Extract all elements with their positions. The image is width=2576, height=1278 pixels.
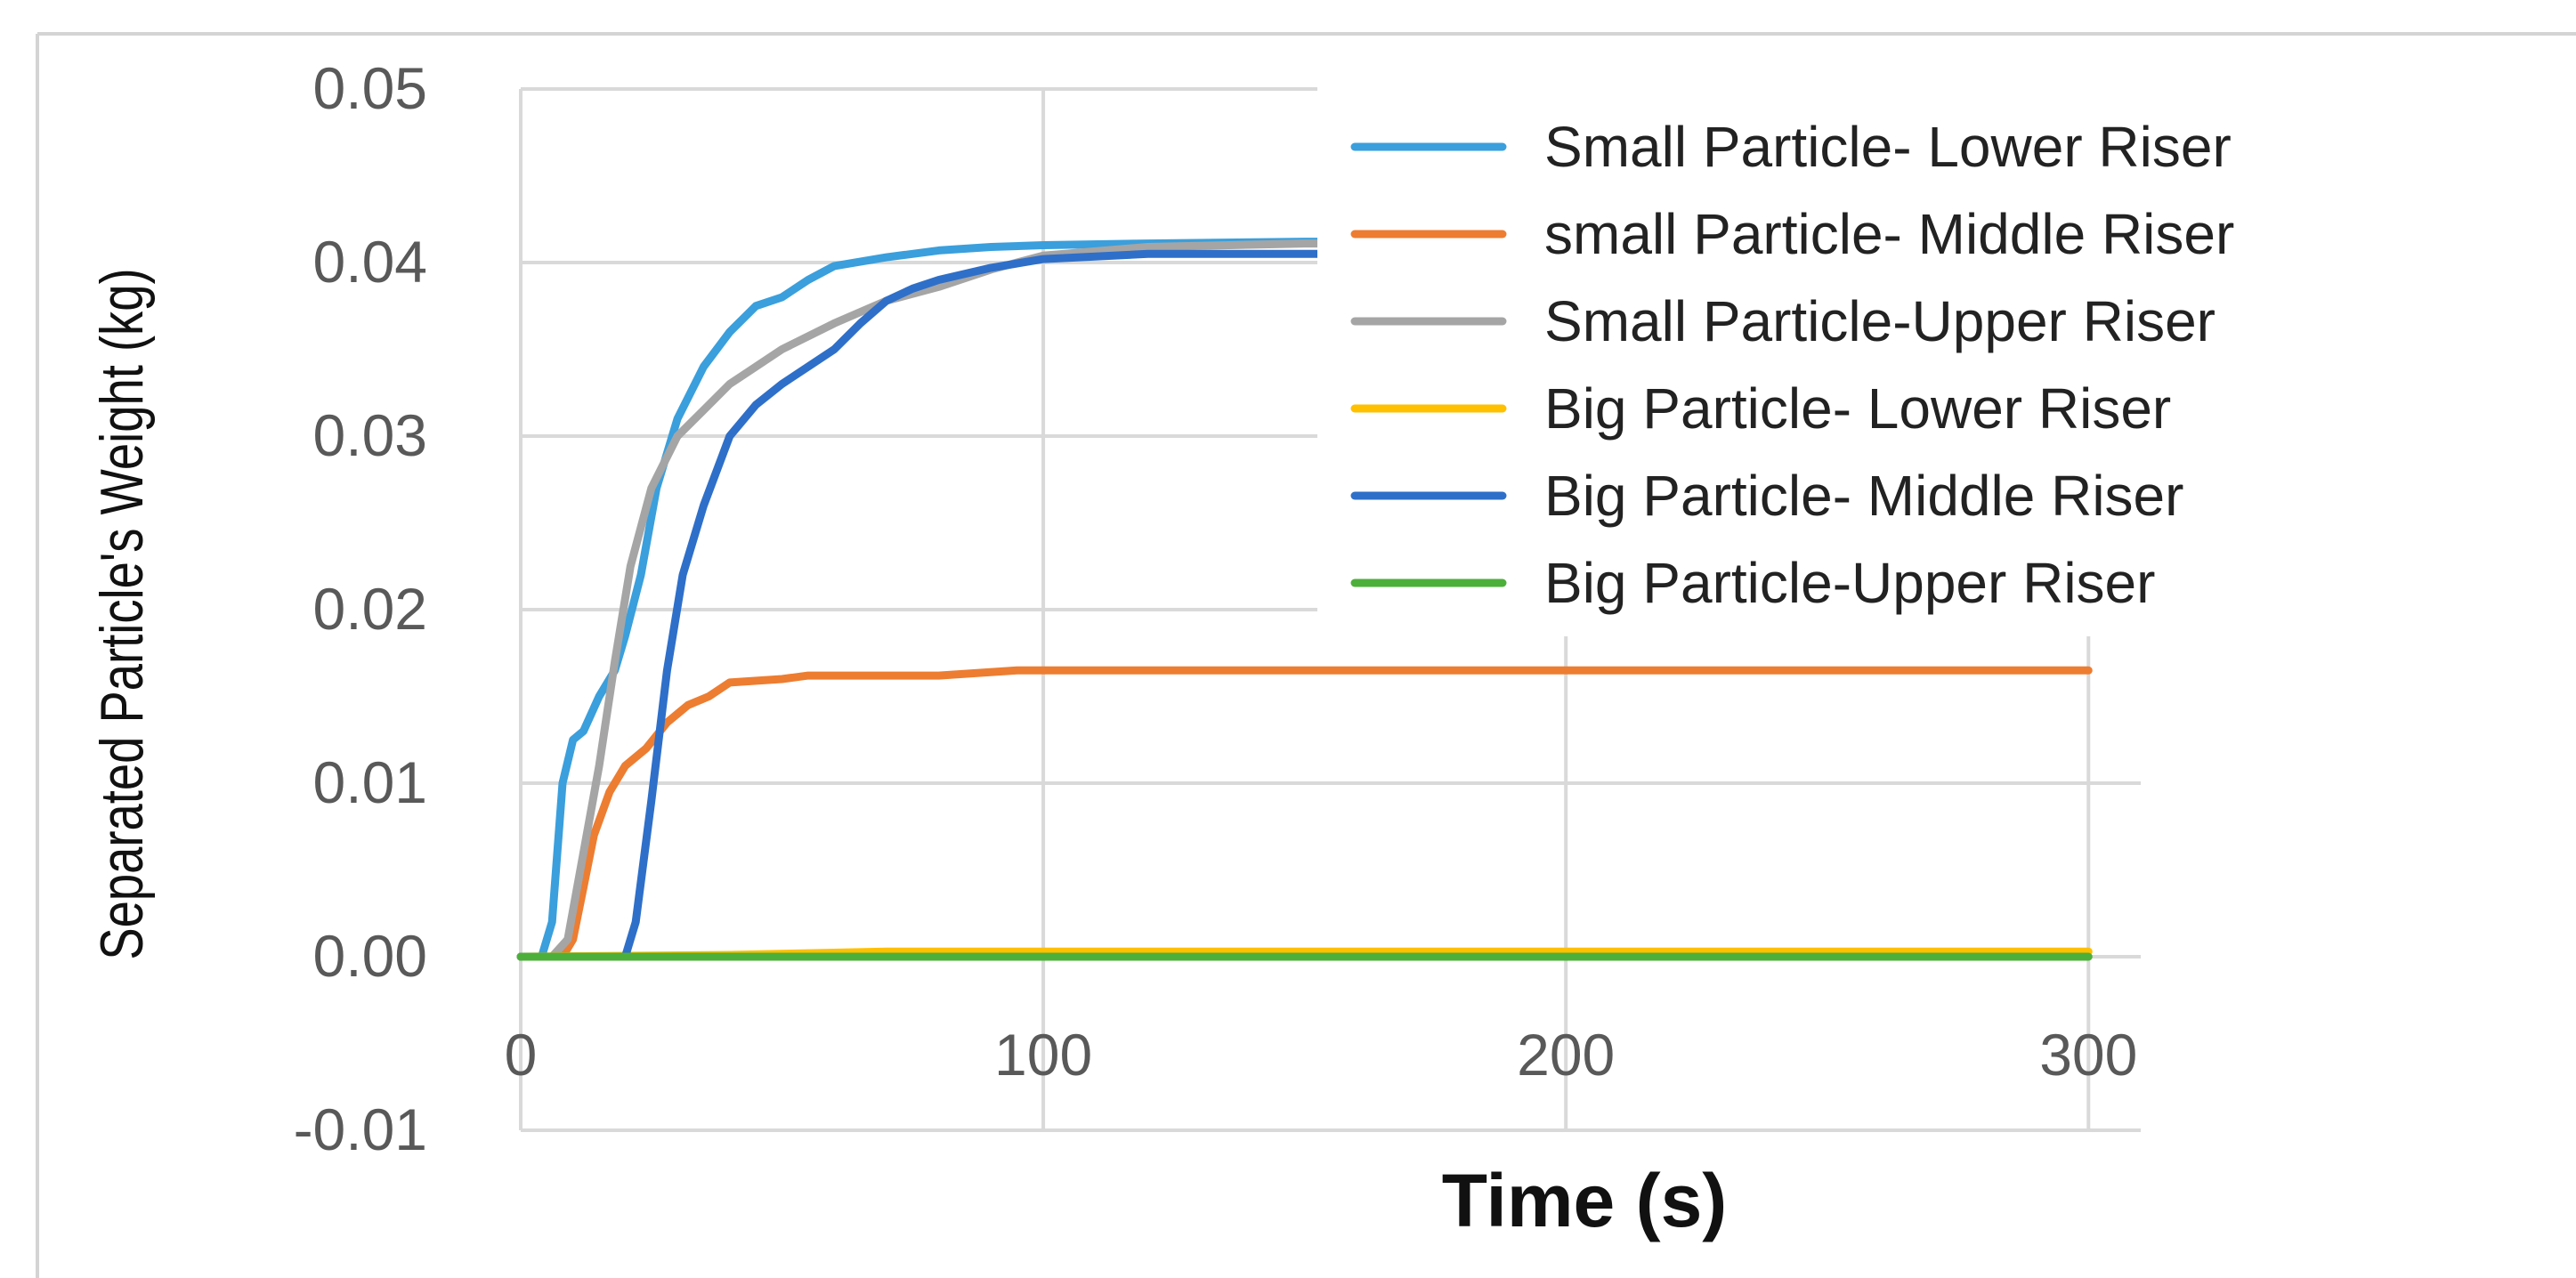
x-tick-labels: 0 100 200 300 (505, 1022, 2138, 1088)
legend-entry-label: Big Particle-Upper Riser (1544, 551, 2155, 615)
legend-entry-label: Big Particle- Lower Riser (1544, 376, 2171, 441)
y-tick-label: 0.03 (313, 402, 427, 468)
legend-entry-label: Small Particle- Lower Riser (1544, 115, 2232, 179)
x-tick-label: 300 (2039, 1022, 2137, 1088)
y-tick-label: 0.02 (313, 576, 427, 642)
legend-entry-label: Small Particle-Upper Riser (1544, 289, 2216, 353)
y-axis-title: Separated Particle's Weight (kg) (88, 268, 156, 959)
x-tick-label: 100 (994, 1022, 1092, 1088)
y-tick-label: 0.04 (313, 229, 427, 295)
legend-background (1317, 85, 2537, 636)
series-line-1 (516, 238, 1351, 961)
legend-entry-label: Big Particle- Middle Riser (1544, 464, 2183, 528)
legend-entry-label: small Particle- Middle Riser (1544, 202, 2234, 266)
y-tick-labels: -0.01 0.00 0.01 0.02 0.03 0.04 0.05 (294, 55, 427, 1162)
y-tick-label: 0.05 (313, 55, 427, 121)
legend: Small Particle- Lower Riser small Particl… (1350, 115, 2234, 615)
series-lines (516, 238, 2093, 961)
x-tick-label: 200 (1517, 1022, 1615, 1088)
y-tick-label: 0.01 (313, 749, 427, 815)
series-line-5 (516, 249, 1351, 961)
y-tick-label: -0.01 (294, 1096, 427, 1162)
x-tick-label: 0 (505, 1022, 538, 1088)
series-line-2 (516, 666, 2093, 961)
x-axis-title: Time (s) (1442, 1159, 1728, 1242)
y-tick-label: 0.00 (313, 923, 427, 989)
